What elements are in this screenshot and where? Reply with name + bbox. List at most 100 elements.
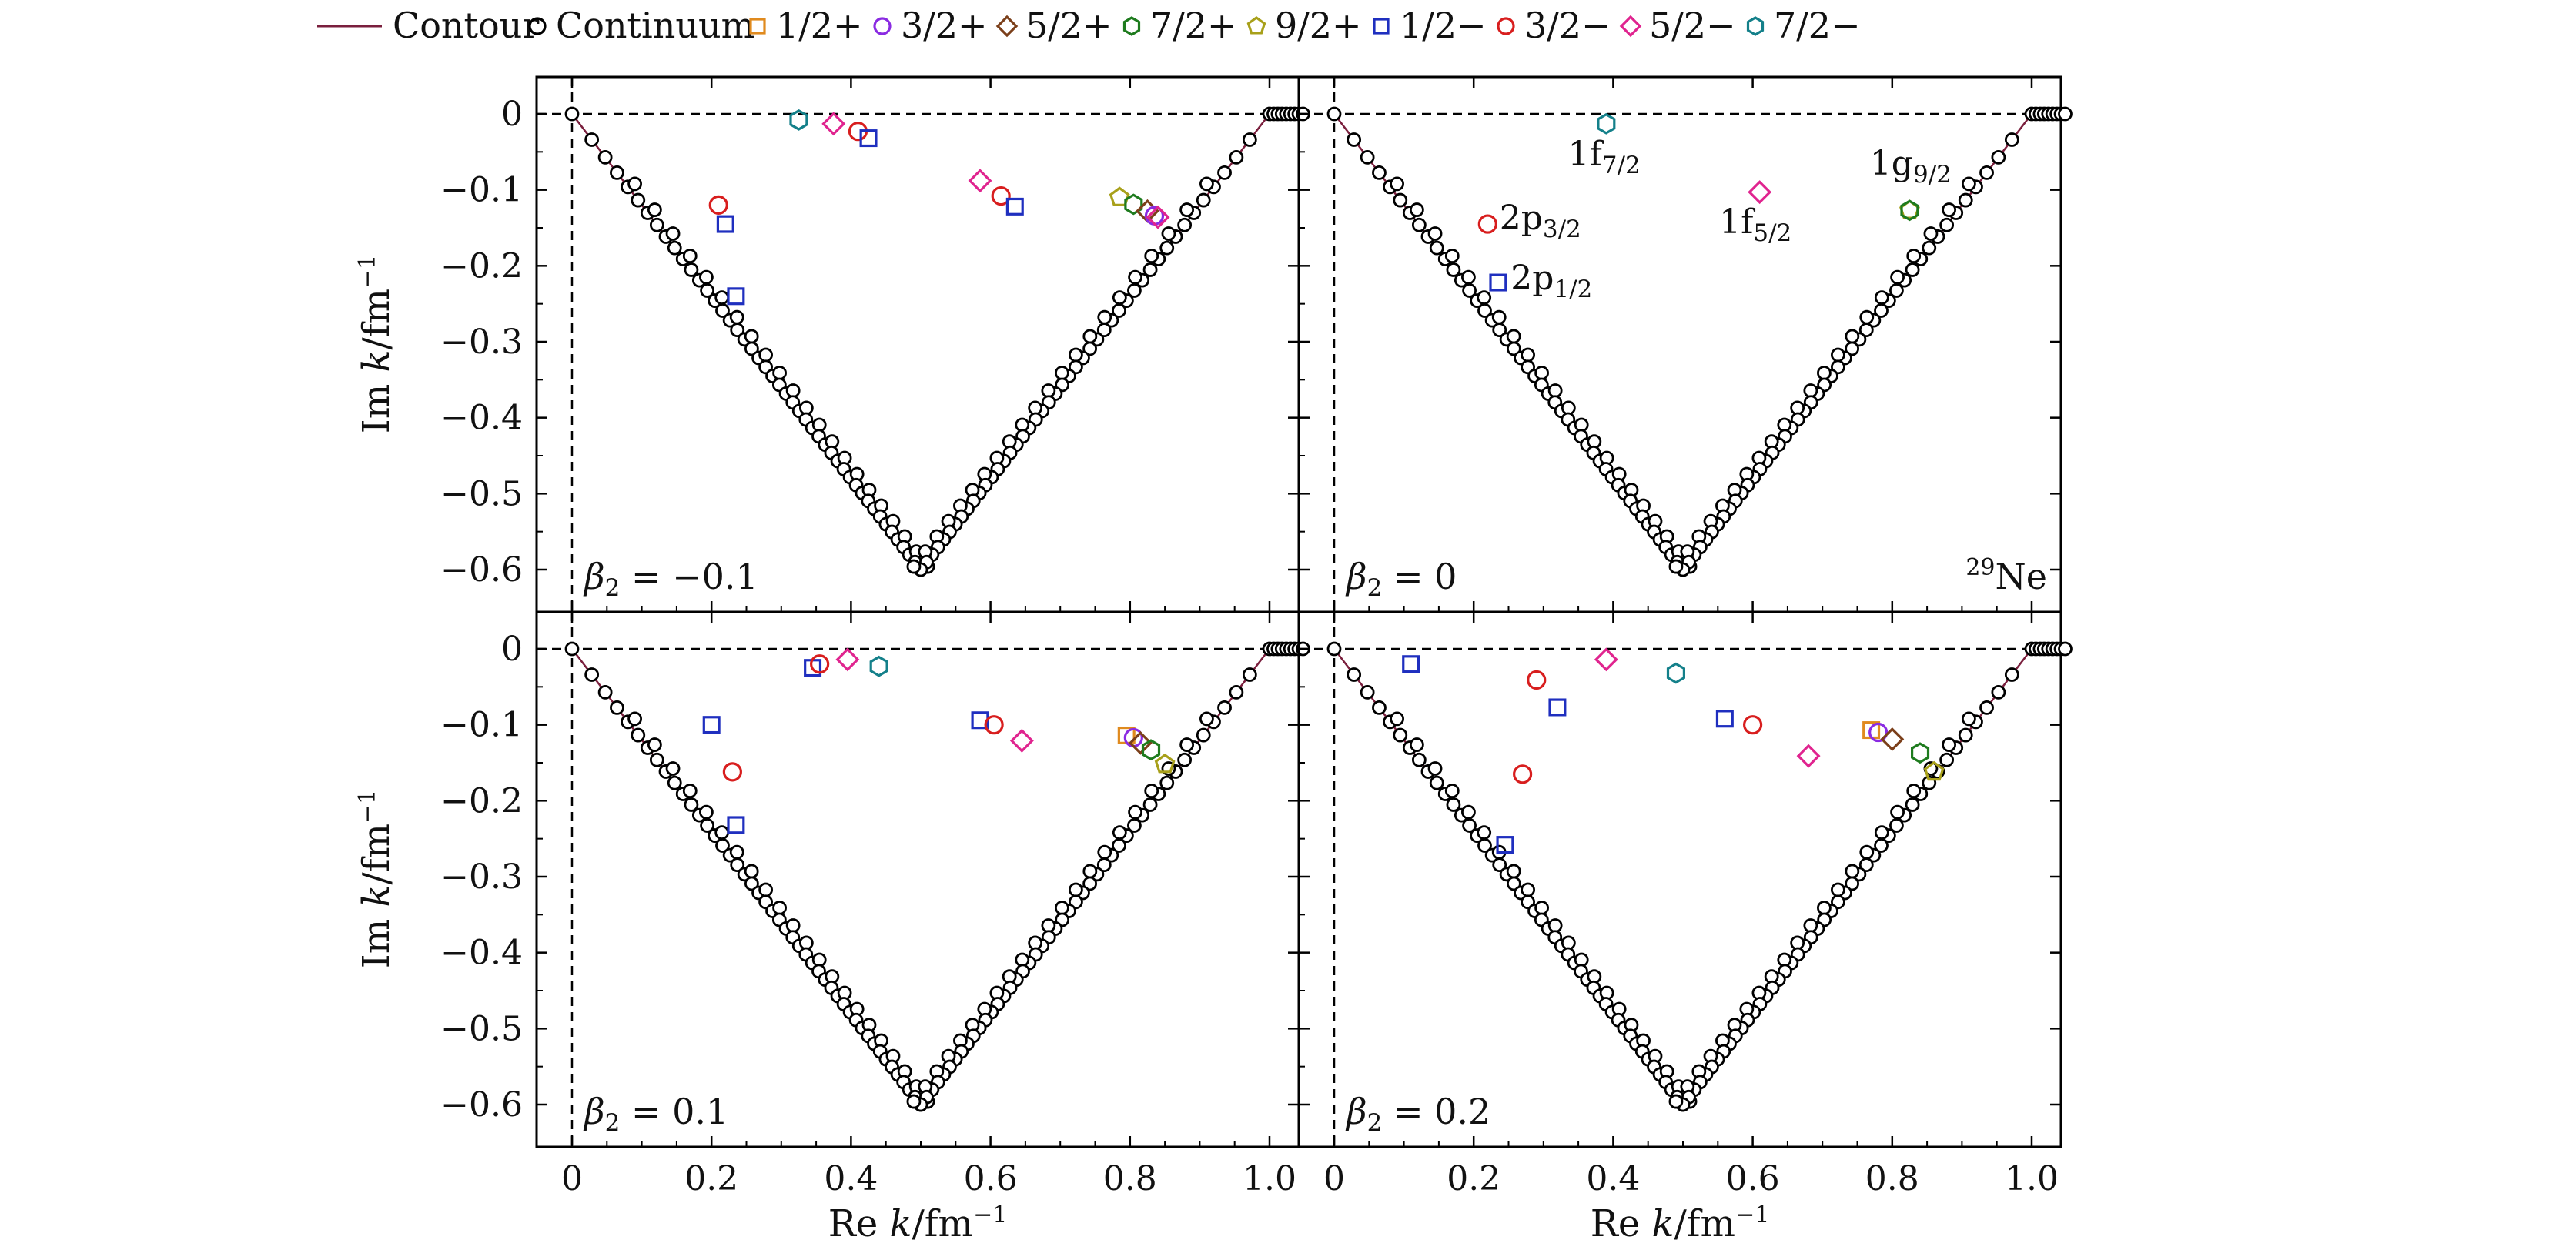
continuum-point [1874, 825, 1889, 841]
panel-4: 0 0.2 0.4 0.6 0.8 1.0 β2 = 0.2 [1297, 610, 2073, 1198]
x-axis-label-prefix: Re [828, 1202, 890, 1245]
state-point-p52m [1146, 205, 1170, 229]
state-point-p32m [991, 185, 1011, 206]
legend-label-continuum: Continuum [556, 5, 754, 46]
beta-subscript: 2 [1367, 574, 1383, 602]
state-point-p92p [1154, 753, 1176, 774]
continuum-point [1159, 775, 1175, 790]
continuum-point [1082, 876, 1098, 891]
state-point-p72p [1900, 199, 1919, 222]
continuum-point [1521, 882, 1536, 897]
continuum-point [785, 918, 801, 933]
legend-item-p52m: 5/2− [1619, 5, 1736, 46]
x-tick-label: 0.8 [1865, 1159, 1919, 1198]
continuum-point [1041, 383, 1056, 398]
continuum-point [2058, 106, 2073, 122]
continuum-point [1217, 165, 1232, 180]
continuum-point [1905, 262, 1920, 277]
continuum-point [1939, 752, 1955, 767]
legend-item-p12m: 1/2− [1373, 5, 1487, 46]
continuum-point [1068, 347, 1083, 363]
legend-item-p52p: 5/2+ [995, 5, 1112, 46]
state-point-p72m [869, 655, 888, 677]
continuum-point [1561, 935, 1576, 951]
y-tick-label: −0.6 [440, 550, 523, 590]
state-point-p72p [1911, 742, 1930, 764]
nucleus-symbol: Ne [1996, 556, 2047, 597]
continuum-point [667, 775, 682, 790]
state-label: 1f7/2 [1568, 135, 1641, 179]
state-point-p52m [821, 112, 846, 136]
continuum-point [1127, 818, 1142, 833]
continuum-point [1462, 283, 1477, 298]
continuum-point [1962, 176, 1976, 192]
state-point-p72m [789, 109, 808, 131]
continuum-point [1979, 165, 1994, 180]
continuum-point [729, 309, 744, 325]
continuum-point [1068, 882, 1083, 897]
beta-value: = −0.1 [620, 556, 758, 597]
continuum-point [1506, 864, 1521, 879]
continuum-point [1790, 400, 1805, 416]
legend-swatch-p32p [873, 17, 892, 35]
continuum-point [730, 857, 745, 873]
continuum-point [1817, 366, 1832, 380]
y-axis-label-unit: /fm [355, 289, 398, 349]
continuum-point [1112, 290, 1127, 306]
state-point-p12m [1489, 273, 1507, 292]
continuum-point [1446, 797, 1461, 812]
continuum-point [1177, 752, 1193, 767]
continuum-point [1390, 176, 1404, 192]
x-tick-label: 0.6 [964, 1159, 1018, 1198]
beta-value: = 0.1 [620, 1091, 728, 1132]
beta-subscript: 2 [605, 1109, 621, 1137]
state-label-sub: 3/2 [1543, 216, 1581, 243]
continuum-point [1429, 240, 1444, 256]
continuum-point [1128, 804, 1142, 820]
state-point-p72p [1124, 193, 1143, 216]
continuum-point [1028, 400, 1043, 416]
y-tick-label: −0.4 [440, 399, 523, 438]
legend-label-p72p: 7/2+ [1150, 5, 1237, 46]
x-axis-label-unit: /fm [912, 1202, 973, 1245]
continuum-point [1958, 727, 1973, 743]
beta-subscript: 2 [1367, 1109, 1383, 1137]
beta-subscript: 2 [605, 574, 621, 602]
continuum-point [700, 818, 714, 833]
continuum-point [1561, 400, 1576, 416]
continuum-point [1890, 269, 1905, 285]
continuum-point [699, 804, 714, 820]
continuum-point [715, 303, 730, 318]
continuum-point [1477, 825, 1492, 841]
continuum-point [610, 165, 624, 180]
continuum-point [1159, 240, 1175, 256]
beta-symbol: β [583, 556, 605, 597]
continuum-point [1390, 711, 1404, 727]
continuum-point [1127, 283, 1142, 298]
continuum-point [1845, 864, 1860, 879]
y-tick-label: −0.2 [440, 781, 523, 821]
continuum-point [1506, 341, 1521, 356]
x-tick-label: 0.2 [1447, 1159, 1500, 1198]
state-label-sub: 9/2 [1913, 161, 1952, 189]
x-tick-label: 0.4 [1586, 1159, 1640, 1198]
continuum-point [1199, 176, 1214, 192]
continuum-point [1668, 1094, 1684, 1109]
continuum-point [1112, 825, 1127, 841]
legend-label-p52p: 5/2+ [1025, 5, 1112, 46]
continuum-point [1803, 918, 1818, 933]
continuum-point [2004, 667, 2019, 682]
state-point-p12m [1005, 197, 1024, 216]
state-point-p52m [1594, 647, 1618, 672]
y-tick-label: −0.5 [440, 474, 523, 513]
continuum-point [1939, 217, 1955, 232]
continuum-point [1817, 901, 1832, 915]
continuum-point [1097, 309, 1112, 325]
legend-item-p72m: 7/2− [1746, 5, 1861, 46]
continuum-point [772, 901, 787, 915]
state-point-p52m [1009, 728, 1034, 753]
state-point-p52m [1796, 744, 1821, 768]
legend-item-p32p: 3/2+ [873, 5, 988, 46]
continuum-point [1979, 700, 1994, 715]
continuum-point [1845, 876, 1860, 891]
